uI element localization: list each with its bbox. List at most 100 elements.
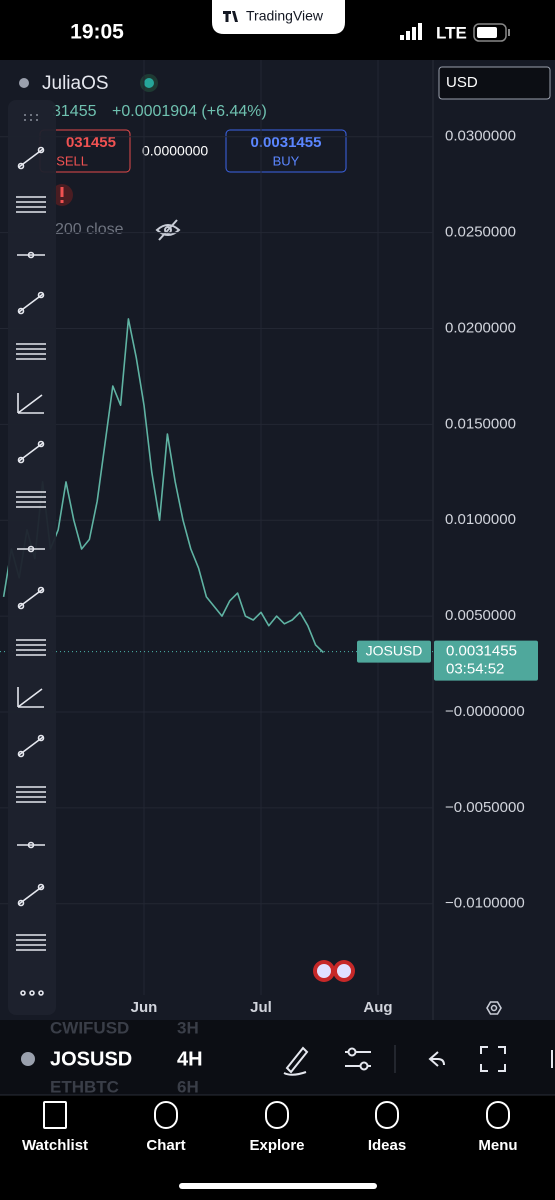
- settings-icon[interactable]: [486, 1001, 502, 1015]
- drawing-toolbar: [8, 100, 56, 1015]
- tool-icon[interactable]: [16, 786, 46, 803]
- tool-icon[interactable]: [17, 841, 45, 849]
- logo: [19, 78, 29, 88]
- ghost-symbol: CWIFUSD: [50, 1018, 129, 1037]
- nav-icon[interactable]: [265, 1101, 289, 1129]
- nav-label[interactable]: Menu: [478, 1137, 517, 1154]
- dot: [29, 990, 35, 996]
- symbol[interactable]: JOSUSD: [50, 1048, 132, 1070]
- sell-price[interactable]: 031455: [66, 134, 116, 151]
- nav-label[interactable]: Ideas: [368, 1137, 406, 1154]
- app-pill: [212, 0, 345, 34]
- tool-icon[interactable]: [16, 639, 46, 656]
- tool-icon[interactable]: [17, 734, 45, 758]
- nav-item[interactable]: Watchlist: [22, 1101, 88, 1154]
- symbol-tag-label: JOSUSD: [366, 642, 423, 658]
- currency[interactable]: USD: [446, 74, 478, 91]
- tool-icon[interactable]: [16, 343, 46, 360]
- sell-label[interactable]: SELL: [56, 153, 88, 168]
- price-line: [2, 318, 324, 654]
- y-tick-label: 0.0250000: [445, 224, 516, 241]
- alert-dot: [60, 200, 64, 203]
- handle: [17, 602, 25, 610]
- nav-item[interactable]: Menu: [478, 1101, 518, 1154]
- indicator: 200 close: [55, 221, 124, 238]
- nav-icon[interactable]: [154, 1101, 178, 1129]
- x-tick-label: Jul: [250, 999, 272, 1016]
- tool-icon[interactable]: [17, 251, 45, 259]
- nav-item[interactable]: Ideas: [368, 1101, 406, 1154]
- draw-icon[interactable]: [283, 1046, 309, 1076]
- chart-area: [0, 60, 555, 1020]
- ghost-symbol: ETHBTC: [50, 1077, 119, 1096]
- tool-icon[interactable]: [16, 196, 46, 213]
- nav-icon[interactable]: [375, 1101, 399, 1129]
- tool-icons: [16, 114, 46, 996]
- handle: [37, 440, 45, 448]
- battery-level: [477, 27, 497, 38]
- handle: [37, 586, 45, 594]
- tool-icon[interactable]: [17, 146, 45, 170]
- buy-label[interactable]: BUY: [273, 153, 300, 168]
- nav-label[interactable]: Watchlist: [22, 1137, 88, 1154]
- dot: [20, 990, 26, 996]
- settings-icon-center: [490, 1004, 498, 1012]
- price-partial: 31455: [52, 103, 97, 120]
- tool-icon[interactable]: [17, 545, 45, 553]
- tool-icon[interactable]: [17, 440, 45, 464]
- network: LTE: [436, 23, 467, 42]
- nav-bar: Watchlist Chart Explore Ideas Menu: [22, 1101, 518, 1154]
- price-tag-label: 0.0031455: [446, 643, 517, 660]
- ghost-interval: 3H: [177, 1018, 199, 1037]
- fullscreen-icon[interactable]: [480, 1046, 506, 1072]
- home-indicator: [179, 1183, 377, 1189]
- handle: [37, 734, 45, 742]
- nav-label[interactable]: Chart: [146, 1137, 185, 1154]
- y-tick-label: 0.0100000: [445, 511, 516, 528]
- price-change: +0.0001904 (+6.44%): [112, 103, 267, 120]
- nav-item[interactable]: Chart: [146, 1101, 186, 1154]
- dot: [38, 990, 44, 996]
- y-tick-label: 0.0050000: [445, 607, 516, 624]
- status-dot: [144, 78, 154, 88]
- tool-icon[interactable]: [17, 291, 45, 315]
- app-logo-mark: [223, 11, 238, 22]
- ghost-interval: 6H: [177, 1077, 199, 1096]
- handle: [17, 750, 25, 758]
- event-flag: [337, 964, 351, 978]
- tool-icon[interactable]: [16, 934, 46, 951]
- undo-icon[interactable]: [428, 1051, 445, 1067]
- handle: [37, 146, 45, 154]
- tool-icon[interactable]: [17, 687, 44, 708]
- symbol-bar: [0, 1020, 555, 1095]
- countdown: 03:54:52: [446, 661, 504, 678]
- buy-price[interactable]: 0.0031455: [251, 134, 322, 151]
- handle: [17, 162, 25, 170]
- battery: [473, 23, 507, 42]
- nav-icon[interactable]: [43, 1101, 67, 1129]
- currency-box[interactable]: [438, 66, 551, 100]
- x-tick-label: Aug: [363, 999, 392, 1016]
- buy-button[interactable]: [225, 129, 347, 173]
- nav-icon[interactable]: [486, 1101, 510, 1129]
- spread: 0.0000000: [142, 143, 208, 159]
- tool-icon[interactable]: [17, 393, 44, 414]
- handle: [37, 291, 45, 299]
- nav-label[interactable]: Explore: [249, 1137, 304, 1154]
- tool-icon[interactable]: [17, 883, 45, 907]
- handle: [17, 456, 25, 464]
- handle: [27, 841, 35, 849]
- handle: [17, 899, 25, 907]
- tool-icon[interactable]: [20, 990, 44, 996]
- tool-icon[interactable]: [17, 586, 45, 610]
- nav-item[interactable]: Explore: [249, 1101, 305, 1154]
- price-tag: [434, 640, 538, 681]
- tool-icon[interactable]: [16, 491, 46, 508]
- interval[interactable]: 4H: [177, 1048, 203, 1070]
- stroke: [17, 688, 43, 708]
- status-time: 19:05: [70, 21, 124, 44]
- symbol-name: JuliaOS: [42, 73, 109, 94]
- alert-bang: [60, 187, 64, 197]
- indicators-icon[interactable]: [345, 1047, 371, 1071]
